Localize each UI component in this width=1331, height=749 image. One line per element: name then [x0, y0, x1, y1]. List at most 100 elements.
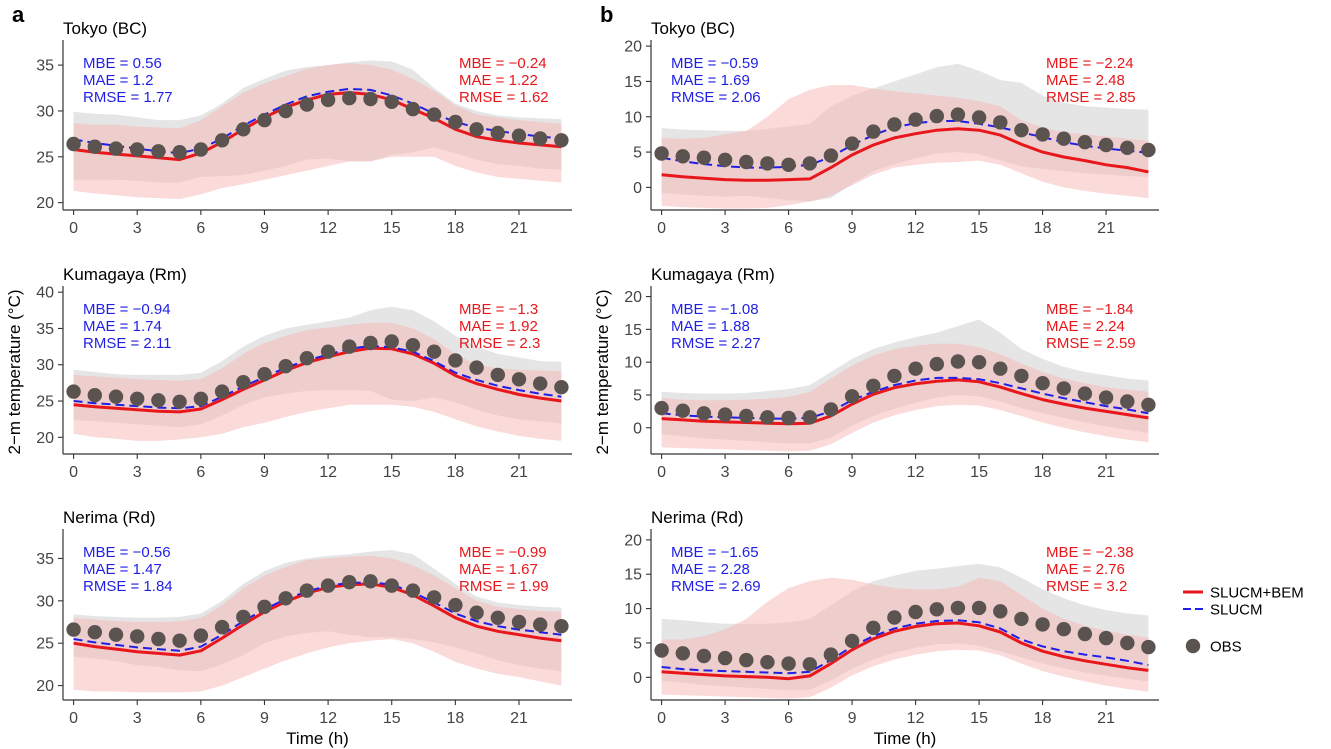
obs-point [151, 144, 166, 159]
y-tick-label: 20 [36, 430, 54, 447]
obs-point [533, 131, 548, 146]
obs-point [717, 650, 733, 666]
stats-slucm-bem-line: MAE = 1.92 [459, 318, 538, 335]
x-axis-label: Time (h) [874, 729, 937, 748]
y-tick-label: 25 [36, 636, 54, 653]
panel-5: 20 25 30 35 0 3 6 9 12 15 18 21 Nerima (Rd) MBE = −0.… [36, 508, 572, 748]
stats-slucm-line: MBE = 0.56 [83, 55, 162, 72]
obs-point [87, 388, 103, 403]
stats-slucm-line: RMSE = 2.11 [83, 335, 172, 352]
stats-slucm-line: MAE = 1.88 [671, 318, 750, 335]
obs-point [1014, 611, 1029, 627]
y-tick-label: 15 [624, 567, 642, 584]
x-tick-label: 12 [907, 220, 925, 237]
x-tick-label: 21 [510, 464, 528, 481]
obs-point [1035, 127, 1050, 142]
obs-point [87, 139, 103, 154]
obs-point [87, 625, 103, 640]
x-tick-label: 9 [260, 710, 269, 727]
stats-slucm-bem-line: RMSE = 2.59 [1046, 335, 1136, 352]
x-axis-label: Time (h) [286, 729, 349, 748]
obs-point [971, 110, 987, 125]
obs-point [739, 652, 754, 668]
obs-point [384, 94, 399, 110]
y-tick-label: 5 [633, 635, 642, 652]
obs-point [781, 410, 796, 426]
x-tick-label: 0 [657, 710, 666, 727]
obs-point [675, 646, 690, 661]
obs-point [66, 384, 81, 399]
obs-point [193, 628, 209, 643]
panel-letter: a [12, 2, 25, 27]
obs-point [844, 389, 860, 404]
band-slucm-bem [661, 85, 1149, 209]
panel-title: Kumagaya (Rm) [651, 265, 775, 284]
obs-point [950, 600, 966, 616]
obs-point [1120, 140, 1135, 155]
obs-point [654, 146, 669, 161]
y-axis-label: 2−m temperature (°C) [5, 289, 24, 454]
obs-point [469, 605, 484, 620]
obs-point [887, 610, 902, 625]
y-tick-label: 10 [624, 601, 642, 618]
obs-point [1014, 368, 1029, 384]
obs-point [193, 142, 209, 157]
obs-point [696, 648, 712, 664]
stats-slucm-bem-line: MAE = 1.67 [459, 561, 538, 578]
obs-point [823, 402, 839, 417]
legend-label-slucm-bem: SLUCM+BEM [1210, 585, 1304, 602]
stats-slucm-line: RMSE = 2.27 [671, 335, 761, 352]
y-tick-label: 30 [36, 103, 54, 120]
obs-point [1056, 622, 1072, 637]
y-tick-label: 15 [624, 322, 642, 339]
y-tick-label: 30 [36, 593, 54, 610]
stats-slucm-bem-line: MBE = −2.24 [1046, 55, 1134, 72]
obs-point [866, 124, 881, 139]
stats-slucm-line: MAE = 1.74 [83, 318, 162, 335]
obs-point [214, 619, 230, 635]
obs-point [151, 393, 166, 408]
obs-point [887, 117, 902, 132]
y-tick-label: 5 [633, 145, 642, 162]
obs-point [363, 91, 378, 107]
obs-point [405, 583, 421, 598]
x-tick-label: 9 [260, 464, 269, 481]
x-tick-label: 9 [848, 464, 857, 481]
obs-point [1098, 390, 1114, 405]
obs-point [108, 627, 124, 642]
obs-point [1035, 376, 1050, 391]
x-tick-label: 0 [657, 464, 666, 481]
x-tick-label: 15 [383, 220, 401, 237]
y-tick-label: 15 [624, 74, 642, 91]
y-tick-label: 40 [36, 285, 54, 302]
y-tick-label: 10 [624, 355, 642, 372]
obs-point [554, 619, 569, 634]
x-tick-label: 3 [721, 710, 730, 727]
y-tick-label: 0 [633, 670, 642, 687]
panel-title: Nerima (Rd) [651, 508, 744, 527]
y-tick-label: 25 [36, 149, 54, 166]
obs-point [971, 355, 987, 370]
panel-title: Tokyo (BC) [651, 19, 735, 38]
x-tick-label: 15 [970, 464, 988, 481]
stats-slucm-bem-line: RMSE = 2.3 [459, 335, 540, 352]
band-slucm-bem [73, 555, 562, 693]
x-tick-label: 21 [1097, 710, 1115, 727]
obs-point [405, 338, 421, 353]
stats-slucm-bem-line: MBE = −1.3 [459, 301, 538, 318]
y-tick-label: 35 [36, 58, 54, 75]
x-tick-label: 12 [319, 220, 337, 237]
x-tick-label: 15 [970, 220, 988, 237]
y-tick-label: 30 [36, 357, 54, 374]
obs-point [66, 622, 81, 637]
obs-point [257, 599, 272, 614]
stats-slucm-line: MAE = 2.28 [671, 561, 750, 578]
stats-slucm-line: MBE = −1.65 [671, 544, 759, 561]
stats-slucm-line: MAE = 1.69 [671, 72, 750, 89]
obs-point [1077, 626, 1093, 642]
obs-point [490, 367, 505, 383]
y-tick-label: 35 [36, 551, 54, 568]
series-line-slucm [661, 619, 1149, 675]
obs-point [426, 590, 442, 605]
obs-point [278, 103, 293, 119]
